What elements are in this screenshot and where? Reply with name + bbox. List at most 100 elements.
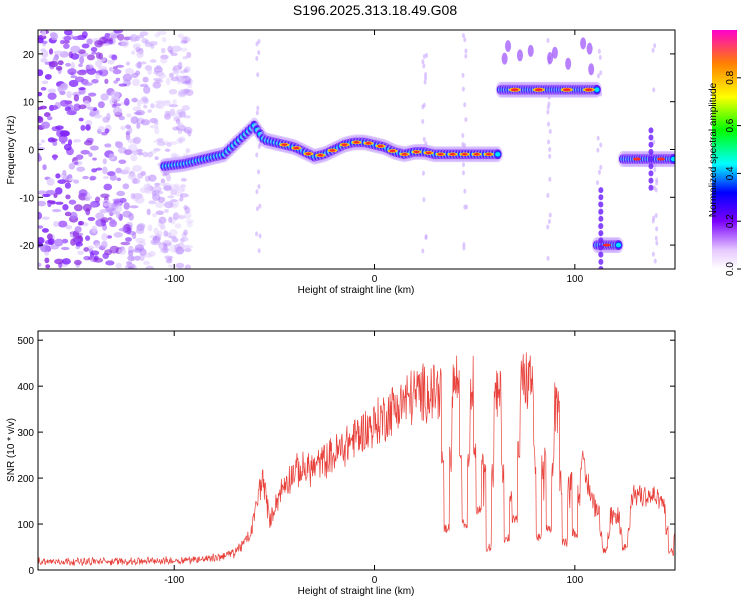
noise-blob bbox=[172, 98, 177, 107]
noise-blob bbox=[55, 125, 64, 130]
snr-frame bbox=[37, 330, 676, 571]
noise-blob bbox=[164, 148, 171, 152]
low-streak bbox=[598, 266, 604, 269]
noise-blob bbox=[40, 57, 48, 63]
noise-blob bbox=[177, 91, 187, 98]
streak-blob bbox=[257, 169, 261, 175]
noise-blob bbox=[132, 43, 141, 50]
noise-blob bbox=[183, 68, 189, 73]
noise-blob bbox=[172, 70, 180, 75]
noise-blob bbox=[80, 149, 90, 155]
noise-blob bbox=[117, 248, 127, 255]
streak-blob bbox=[599, 70, 603, 76]
noise-blob bbox=[173, 185, 181, 192]
noise-blob bbox=[174, 191, 184, 197]
streak-blob bbox=[255, 56, 259, 62]
band-peak bbox=[584, 88, 593, 92]
noise-blob bbox=[137, 223, 146, 229]
streak-blob bbox=[258, 233, 262, 239]
noise-blob bbox=[185, 219, 194, 224]
track-peak bbox=[437, 152, 444, 156]
noise-blob bbox=[77, 250, 84, 255]
streak-blob bbox=[653, 43, 657, 49]
track-peak bbox=[353, 141, 360, 144]
noise-blob bbox=[58, 134, 68, 143]
noise-blob bbox=[153, 139, 163, 143]
low-streak bbox=[598, 251, 604, 258]
streak-blob bbox=[547, 139, 551, 145]
noise-blob bbox=[149, 125, 159, 129]
noise-blob bbox=[44, 257, 50, 264]
noise-blob bbox=[112, 66, 118, 70]
noise-blob bbox=[64, 182, 71, 189]
streak-blob bbox=[255, 110, 259, 116]
noise-blob bbox=[166, 232, 172, 238]
noise-blob bbox=[130, 116, 139, 124]
noise-blob bbox=[91, 51, 97, 55]
noise-blob bbox=[162, 239, 172, 247]
noise-blob bbox=[176, 80, 185, 85]
spectrogram-content bbox=[38, 30, 675, 269]
x-tick-label: -100 bbox=[164, 575, 184, 586]
noise-blob bbox=[66, 90, 72, 99]
noise-blob bbox=[41, 50, 49, 58]
noise-blob bbox=[55, 201, 64, 205]
noise-blob bbox=[38, 37, 44, 44]
streak-blob bbox=[548, 128, 552, 134]
noise-blob bbox=[40, 48, 47, 52]
noise-blob bbox=[183, 229, 188, 236]
noise-blob bbox=[179, 75, 189, 79]
track-cyan bbox=[594, 87, 600, 92]
noise-blob bbox=[142, 76, 149, 83]
noise-blob bbox=[175, 186, 185, 193]
streak-blob bbox=[655, 177, 659, 183]
noise-blob bbox=[50, 32, 59, 41]
noise-blob bbox=[178, 138, 183, 144]
right-streak bbox=[648, 163, 654, 170]
streak-blob bbox=[461, 72, 465, 78]
noise-blob bbox=[113, 80, 119, 84]
noise-blob bbox=[115, 210, 121, 219]
noise-blob bbox=[181, 36, 191, 43]
track-peak bbox=[413, 150, 420, 154]
streak-blob bbox=[424, 72, 428, 78]
track-cyan bbox=[670, 156, 675, 162]
streak-blob bbox=[462, 242, 466, 248]
streak-blob bbox=[548, 176, 552, 182]
noise-blob bbox=[115, 262, 122, 269]
right-streak bbox=[648, 156, 654, 163]
noise-blob bbox=[41, 80, 49, 85]
y-tick-label: 200 bbox=[17, 474, 34, 485]
colorbar-tick-label: 0.2 bbox=[725, 214, 736, 228]
noise-blob bbox=[180, 185, 186, 192]
noise-blob bbox=[149, 59, 157, 63]
noise-blob bbox=[78, 117, 84, 122]
noise-blob bbox=[81, 31, 88, 39]
streak-blob bbox=[421, 59, 425, 65]
noise-blob bbox=[84, 197, 91, 202]
noise-blob bbox=[70, 61, 75, 70]
noise-blob bbox=[186, 221, 193, 228]
noise-blob bbox=[183, 36, 188, 44]
noise-blob bbox=[38, 225, 44, 229]
track-peak bbox=[401, 152, 408, 156]
streak-blob bbox=[655, 240, 659, 246]
noise-blob bbox=[98, 68, 109, 77]
right-peak bbox=[632, 157, 641, 161]
noise-blob bbox=[165, 258, 173, 264]
noise-blob bbox=[86, 38, 93, 45]
streak-blob bbox=[423, 75, 427, 81]
noise-blob bbox=[177, 122, 184, 127]
noise-blob bbox=[153, 148, 161, 152]
track-peak bbox=[365, 141, 372, 145]
noise-blob bbox=[184, 77, 193, 86]
noise-blob bbox=[153, 189, 161, 195]
noise-blob bbox=[127, 255, 135, 262]
noise-blob bbox=[127, 249, 134, 257]
streak-blob bbox=[652, 215, 656, 221]
noise-blob bbox=[95, 51, 101, 59]
streak-blob bbox=[422, 136, 426, 142]
noise-blob bbox=[67, 68, 77, 75]
track-peak bbox=[485, 152, 492, 156]
noise-blob bbox=[135, 195, 145, 204]
